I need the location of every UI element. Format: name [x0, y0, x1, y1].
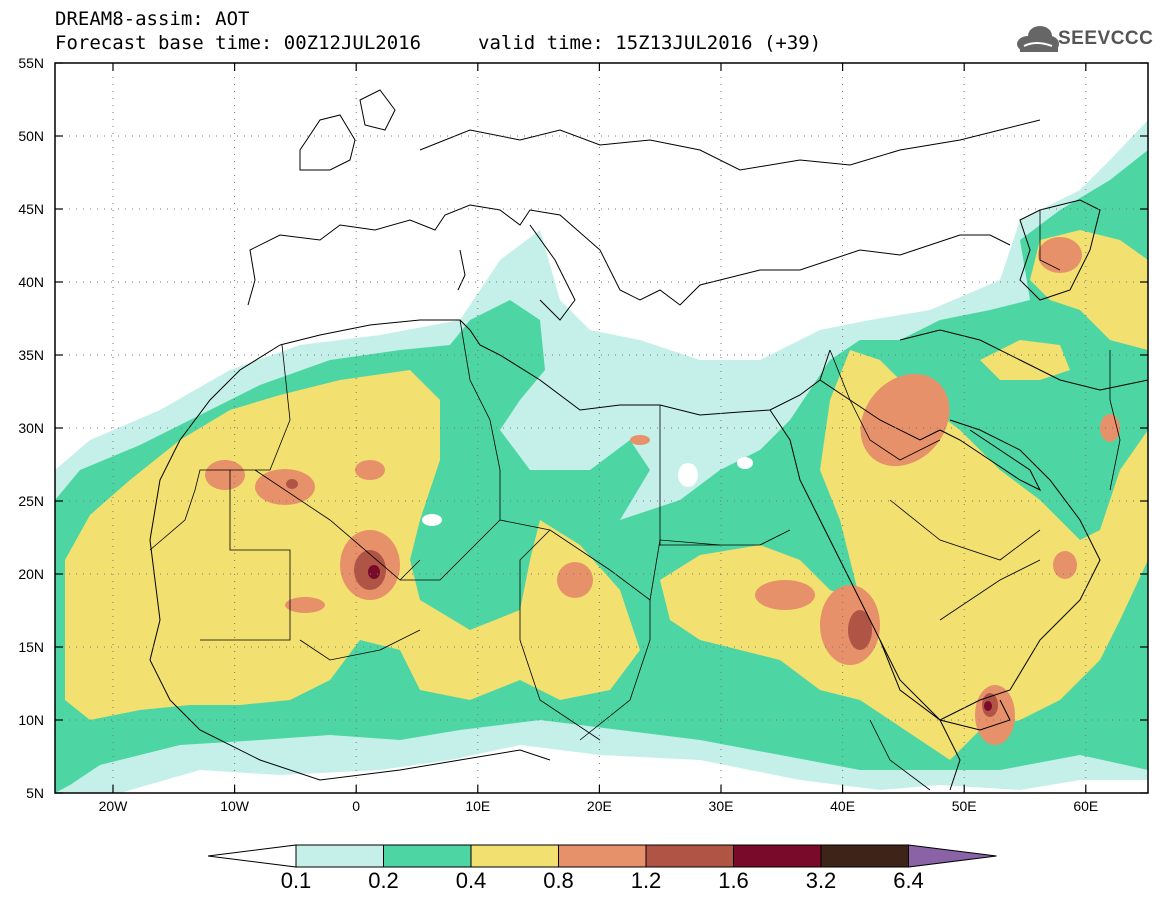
- valid-time: valid time: 15Z13JUL2016 (+39): [478, 32, 822, 54]
- aot-clear-holes: [422, 457, 753, 526]
- latitude-label: 5N: [26, 785, 44, 801]
- colorbar-label: 1.6: [718, 868, 749, 893]
- cloud-logo-icon: [1017, 26, 1059, 52]
- colorbar-label: 0.1: [280, 868, 312, 893]
- latitude-label: 10N: [18, 712, 44, 728]
- longitude-label: 10W: [220, 798, 249, 814]
- latitude-label: 50N: [18, 128, 44, 144]
- latitude-label: 40N: [18, 274, 44, 290]
- coastlines: [149, 89, 1148, 791]
- map-title: DREAM8-assim: AOT: [55, 8, 250, 30]
- latitude-label: 20N: [18, 566, 44, 582]
- latitude-label: 30N: [18, 420, 44, 436]
- longitude-label: 30E: [708, 798, 734, 814]
- longitude-label: 40E: [830, 798, 856, 814]
- longitude-label: 0: [352, 798, 361, 814]
- longitude-label: 60E: [1073, 798, 1099, 814]
- colorbar-label: 0.8: [543, 868, 574, 893]
- colorbar-label: 6.4: [893, 868, 924, 893]
- axis-ticks: [55, 62, 1148, 794]
- aot-level3-region-east: [660, 350, 1148, 760]
- latitude-label: 25N: [18, 493, 44, 509]
- latitude-label: 45N: [18, 201, 44, 217]
- colorbar-label: 0.4: [455, 868, 487, 893]
- colorbar-label: 1.2: [630, 868, 662, 893]
- logo-text: SEEVCCC: [1058, 28, 1154, 49]
- aot-level6-regions: [368, 565, 992, 711]
- graticule: [55, 63, 1148, 793]
- aot-level3-region-iran: [980, 340, 1070, 380]
- country-borders: [149, 210, 1121, 791]
- longitude-label: 10E: [465, 798, 491, 814]
- latitude-label: 55N: [18, 55, 44, 71]
- colorbar-label: 3.2: [805, 868, 837, 893]
- aot-fields: [55, 120, 1148, 793]
- forecast-base-time: Forecast base time: 00Z12JUL2016: [55, 32, 422, 54]
- latitude-label: 15N: [18, 639, 44, 655]
- longitude-label: 20W: [98, 798, 128, 814]
- longitude-label: 20E: [586, 798, 612, 814]
- colorbar-label: 0.2: [368, 868, 399, 893]
- longitude-label: 50E: [951, 798, 977, 814]
- latitude-label: 35N: [18, 347, 44, 363]
